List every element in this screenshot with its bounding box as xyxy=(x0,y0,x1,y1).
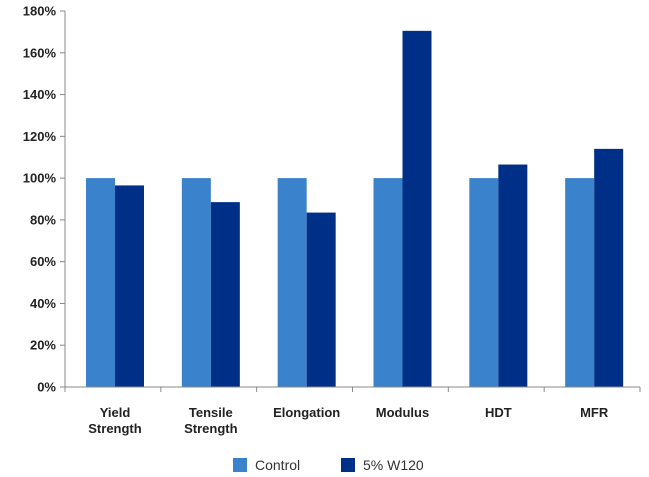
legend-swatch xyxy=(341,458,355,472)
bar-control xyxy=(373,178,403,387)
y-tick-label: 160% xyxy=(23,45,57,60)
y-tick-label: 0% xyxy=(37,380,56,395)
bar-control xyxy=(86,178,115,387)
bar-w120 xyxy=(210,202,240,387)
bar-control xyxy=(181,178,211,387)
y-tick-label: 180% xyxy=(23,4,57,19)
y-tick-label: 140% xyxy=(23,87,57,102)
bar-w120 xyxy=(115,185,144,387)
legend-swatch xyxy=(233,458,247,472)
legend: Control 5% W120 xyxy=(233,457,424,473)
legend-label: Control xyxy=(255,457,300,473)
bar-w120 xyxy=(594,148,624,387)
bar-control xyxy=(565,178,595,387)
x-category-label: Strength xyxy=(88,421,142,436)
x-category-label: Tensile xyxy=(189,405,233,420)
x-category-label: Modulus xyxy=(376,405,429,420)
bar-w120 xyxy=(402,30,432,387)
y-tick-label: 60% xyxy=(30,254,56,269)
bar-control xyxy=(469,178,499,387)
y-tick-label: 120% xyxy=(23,129,57,144)
y-tick-label: 80% xyxy=(30,212,56,227)
bars xyxy=(86,30,624,387)
x-category-label: Strength xyxy=(184,421,238,436)
x-category-label: Yield xyxy=(100,405,131,420)
bar-w120 xyxy=(498,164,528,387)
y-axis: 0% 20% 40% 60% 80% 100% 120% 140% 160% 180% xyxy=(23,4,66,395)
bar-w120 xyxy=(306,212,336,387)
y-tick-label: 40% xyxy=(30,296,56,311)
bar-control xyxy=(277,178,307,387)
x-category-label: Elongation xyxy=(273,405,340,420)
x-category-label: MFR xyxy=(580,405,609,420)
y-tick-label: 20% xyxy=(30,338,56,353)
x-category-label: HDT xyxy=(485,405,512,420)
y-tick-label: 100% xyxy=(23,171,57,186)
legend-label: 5% W120 xyxy=(363,457,424,473)
